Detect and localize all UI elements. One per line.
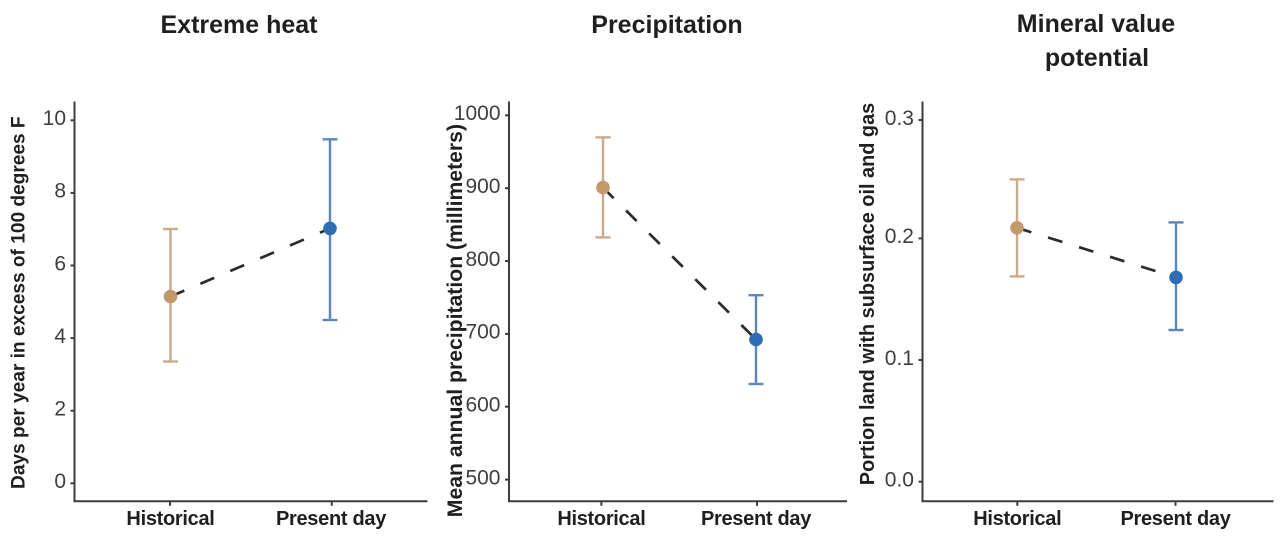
svg-text:6: 6 (54, 252, 66, 275)
svg-text:Portion land with subsurface o: Portion land with subsurface oil and gas (857, 103, 879, 485)
svg-text:600: 600 (465, 394, 500, 417)
svg-text:10: 10 (43, 107, 66, 130)
svg-text:900: 900 (465, 175, 500, 198)
svg-text:2: 2 (54, 398, 66, 421)
svg-text:potential: potential (1045, 44, 1149, 72)
svg-text:0.3: 0.3 (885, 107, 914, 130)
svg-text:4: 4 (54, 325, 66, 348)
svg-text:Precipitation: Precipitation (591, 11, 742, 39)
svg-text:800: 800 (465, 248, 500, 271)
svg-text:0.1: 0.1 (885, 347, 914, 370)
svg-text:Mineral value: Mineral value (1017, 10, 1175, 38)
svg-text:0.2: 0.2 (885, 225, 914, 248)
svg-text:Present day: Present day (276, 508, 387, 530)
svg-text:Present day: Present day (1120, 508, 1231, 530)
svg-text:700: 700 (465, 321, 500, 344)
svg-text:Days per year in excess of 100: Days per year in excess of 100 degrees F (9, 116, 30, 489)
svg-text:Present day: Present day (701, 508, 812, 530)
svg-text:Historical: Historical (126, 508, 214, 530)
svg-text:8: 8 (54, 180, 66, 203)
svg-text:0.0: 0.0 (885, 469, 914, 492)
svg-text:Historical: Historical (557, 508, 645, 530)
svg-text:Extreme heat: Extreme heat (160, 11, 318, 39)
svg-text:Mean annual precipitation (mil: Mean annual precipitation (millimeters) (444, 124, 467, 517)
svg-text:500: 500 (465, 466, 500, 489)
svg-text:0: 0 (54, 470, 66, 493)
svg-text:Historical: Historical (973, 508, 1061, 530)
svg-text:1000: 1000 (454, 102, 501, 125)
